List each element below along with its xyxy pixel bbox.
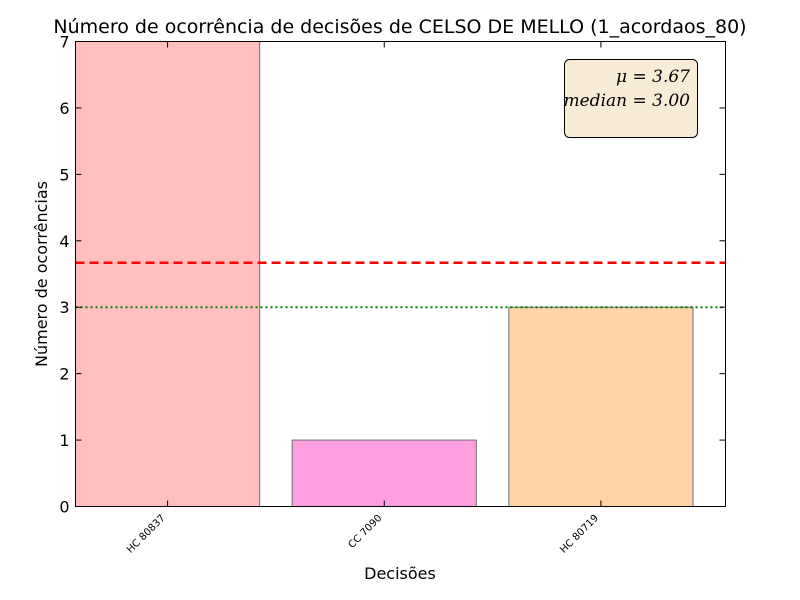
y-tick-label: 6 bbox=[59, 99, 69, 118]
y-axis-label: Número de ocorrências bbox=[32, 181, 51, 367]
y-tick-label: 4 bbox=[59, 232, 69, 251]
stats-box: μ = 3.67 median = 3.00 bbox=[564, 59, 698, 138]
stats-mean-text: μ = 3.67 bbox=[616, 67, 690, 87]
bar-hc-80837 bbox=[75, 41, 261, 507]
stats-box-background bbox=[564, 59, 698, 138]
x-tick-label: CC 7090 bbox=[346, 513, 384, 551]
plot-area-frame bbox=[75, 41, 726, 507]
y-tick-label: 1 bbox=[59, 431, 69, 450]
x-tick-label: HC 80837 bbox=[125, 513, 168, 556]
reference-lines-layer bbox=[75, 261, 726, 309]
chart-title: Número de ocorrência de decisões de CELS… bbox=[53, 16, 746, 38]
x-axis-label: Decisões bbox=[364, 564, 436, 583]
bar-hc-80719 bbox=[508, 306, 694, 508]
x-tick-label: HC 80719 bbox=[558, 513, 601, 556]
bar-cc-7090 bbox=[291, 439, 477, 508]
y-tick-label: 5 bbox=[59, 165, 69, 184]
y-tick-label: 3 bbox=[59, 298, 69, 317]
y-tick-label: 0 bbox=[59, 498, 69, 517]
stats-median-text: median = 3.00 bbox=[564, 91, 691, 111]
y-tick-label: 7 bbox=[59, 33, 69, 52]
y-tick-label: 2 bbox=[59, 365, 69, 384]
